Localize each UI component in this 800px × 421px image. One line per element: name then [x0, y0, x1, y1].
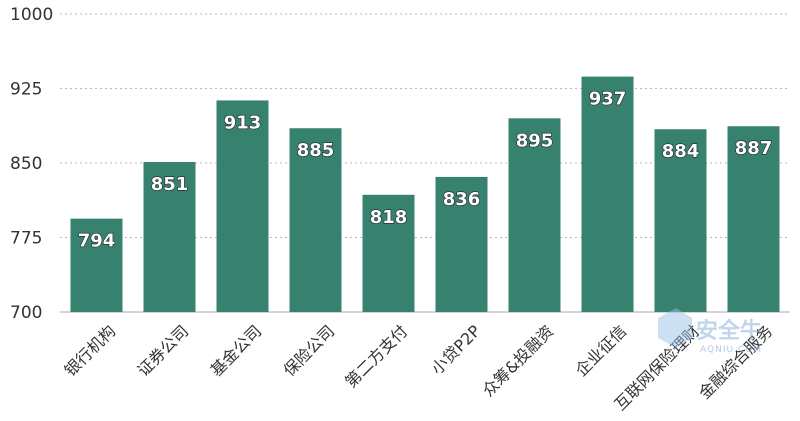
x-tick-label: 第二方支付: [341, 321, 411, 391]
bar: [289, 128, 342, 312]
data-label: 885: [297, 140, 335, 161]
watermark-text: 安全牛: [696, 318, 762, 344]
bar: [435, 176, 488, 312]
x-tick-label: 小贷P2P: [427, 321, 484, 378]
bar: [216, 100, 269, 312]
data-label: 895: [516, 130, 554, 151]
y-tick-label: 925: [10, 80, 42, 100]
y-tick-label: 850: [10, 154, 42, 174]
data-label: 794: [78, 231, 116, 252]
data-label: 818: [370, 207, 408, 228]
watermark-subtext: AQNIU.COM: [700, 345, 762, 355]
bar: [654, 129, 707, 312]
data-label: 913: [224, 112, 262, 133]
x-tick-label: 保险公司: [280, 321, 339, 380]
y-axis: 700 775 850 925 1000: [10, 5, 53, 323]
x-tick-label: 证券公司: [134, 321, 193, 380]
bar: [143, 162, 196, 312]
x-tick-label: 众筹&投融资: [478, 321, 557, 400]
data-labels: 794 851 913 885 818 836 895 937 884 887: [77, 88, 773, 252]
data-label: 851: [151, 174, 189, 195]
y-tick-label: 775: [10, 229, 42, 249]
watermark: 安全牛 AQNIU.COM: [658, 308, 762, 355]
data-label: 884: [662, 141, 700, 162]
y-tick-label: 1000: [10, 5, 53, 25]
y-tick-label: 700: [10, 303, 42, 323]
x-tick-label: 基金公司: [207, 321, 266, 380]
bars: [70, 76, 780, 312]
data-label: 887: [735, 138, 773, 159]
x-tick-label: 银行机构: [61, 321, 120, 380]
bar: [508, 118, 561, 312]
watermark-logo-icon: [658, 308, 692, 348]
data-label: 937: [589, 89, 627, 110]
bar: [362, 194, 415, 312]
bar: [727, 126, 780, 312]
bar: [70, 218, 123, 312]
bar: [581, 76, 634, 312]
data-label: 836: [443, 189, 481, 210]
x-tick-label: 企业征信: [572, 321, 631, 380]
